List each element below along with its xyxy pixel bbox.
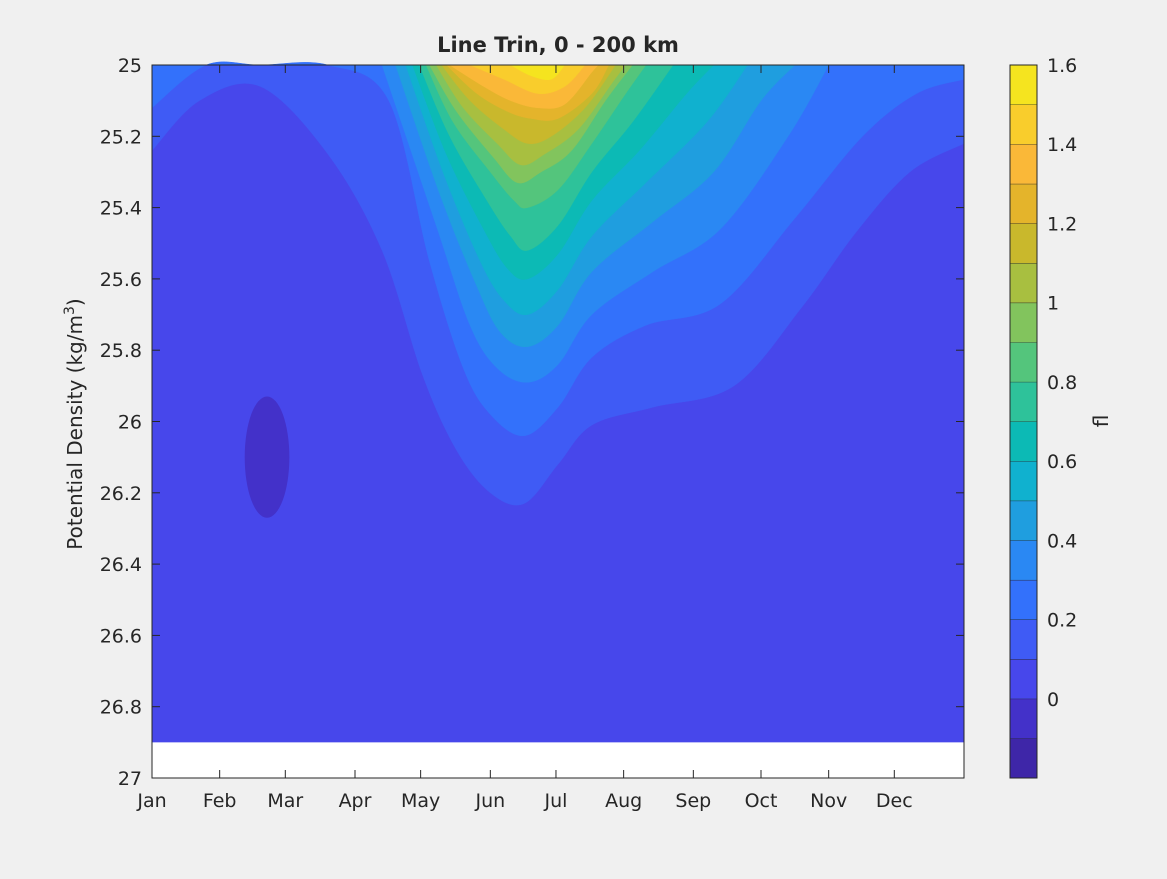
colorbar-band [1010,540,1037,580]
y-tick-label: 25.4 [100,198,142,220]
colorbar-band [1010,421,1037,462]
x-tick-label: Nov [810,790,847,812]
y-tick-label: 25.8 [100,340,142,362]
x-tick-label: Dec [876,790,913,812]
colorbar-band [1010,144,1037,184]
y-tick-label: 26 [118,412,142,434]
colorbar-band [1010,738,1037,778]
x-tick-label: Jul [544,790,568,812]
chart-title: Line Trin, 0 - 200 km [437,33,679,57]
x-axis: Jan Feb Mar Apr May Jun Jul Aug Sep Oct Nov Dec [136,65,913,812]
contour-bands [151,61,965,743]
x-tick-label: Feb [203,790,237,812]
colorbar-tick-label: 1.2 [1047,213,1077,235]
y-tick-label: 25.6 [100,269,142,291]
colorbar-band [1010,342,1037,382]
y-axis: 25 25.2 25.4 25.6 25.8 26 26.2 26.4 26.6 26.8 27 [100,55,964,790]
colorbar-band [1010,500,1037,541]
colorbar: 1.6 1.4 1.2 1 0.8 0.6 0.4 0.2 0 fl [1009,55,1113,779]
y-axis-label-superscript: 3 [62,306,78,315]
colorbar-band [1010,104,1037,145]
colorbar-band [1010,223,1037,264]
colorbar-label: fl [1089,415,1113,428]
x-tick-label: Apr [339,790,372,812]
x-tick-label: Mar [267,790,303,812]
y-axis-label-main: Potential Density (kg/m [63,315,87,550]
y-tick-label: 25 [118,55,142,77]
y-axis-label: Potential Density (kg/m3) [62,298,87,549]
colorbar-frame [1009,64,1038,779]
y-tick-label: 27 [118,768,142,790]
y-tick-label: 26.4 [100,554,142,576]
colorbar-band [1010,302,1037,343]
colorbar-tick-label: 0 [1047,689,1059,711]
x-tick-label: Sep [675,790,711,812]
colorbar-band [1010,381,1037,422]
colorbar-tick-label: 0.2 [1047,610,1077,632]
contour-band-1-5 [510,64,566,81]
y-tick-label: 25.2 [100,126,142,148]
colorbar-band [1010,461,1037,501]
colorbar-tick-label: 0.6 [1047,451,1077,473]
y-axis-label-end: ) [63,298,87,306]
colorbar-tick-label: 1.6 [1047,55,1077,77]
colorbar-band [1010,659,1037,699]
x-tick-label: Jun [474,790,505,812]
colorbar-bands [1010,64,1037,778]
colorbar-band [1010,183,1037,224]
colorbar-band [1010,579,1037,620]
y-tick-label: 26.8 [100,697,142,719]
y-tick-label: 26.2 [100,483,142,505]
y-tick-label: 26.6 [100,625,142,647]
colorbar-band [1010,263,1037,303]
x-tick-label: Oct [745,790,778,812]
colorbar-tick-label: 0.8 [1047,372,1077,394]
colorbar-band [1010,698,1037,739]
plot-area: Jan Feb Mar Apr May Jun Jul Aug Sep Oct Nov Dec 252… [100,55,965,812]
colorbar-tick-label: 0.4 [1047,530,1077,552]
x-tick-label: Aug [605,790,642,812]
colorbar-tick-label: 1.4 [1047,134,1077,156]
contour-pocket-low [244,396,290,518]
colorbar-band [1010,65,1037,105]
colorbar-tick-label: 1 [1047,293,1059,315]
colorbar-band [1010,619,1037,660]
colorbar-ticks: 1.6 1.4 1.2 1 0.8 0.6 0.4 0.2 0 [1047,55,1077,711]
x-tick-label: Jan [136,790,166,812]
x-tick-label: May [401,790,440,812]
